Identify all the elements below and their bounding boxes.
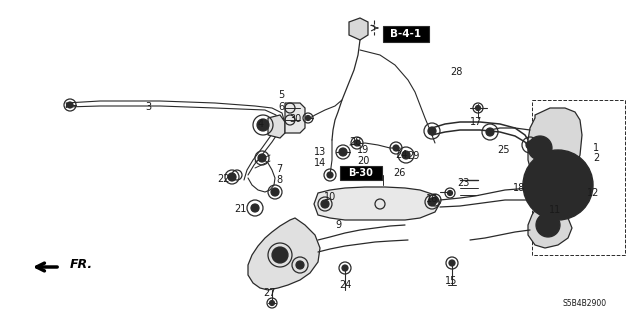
- Polygon shape: [268, 115, 285, 138]
- Circle shape: [447, 190, 452, 196]
- Text: B-4-1: B-4-1: [390, 29, 422, 39]
- Circle shape: [271, 188, 279, 196]
- Text: S5B4B2900: S5B4B2900: [563, 300, 607, 308]
- Circle shape: [432, 197, 438, 203]
- Circle shape: [476, 106, 481, 110]
- Circle shape: [428, 127, 436, 135]
- Circle shape: [305, 115, 310, 121]
- Circle shape: [257, 119, 269, 131]
- Circle shape: [548, 175, 568, 195]
- Circle shape: [272, 247, 288, 263]
- Circle shape: [354, 140, 360, 146]
- Text: 29: 29: [407, 151, 419, 161]
- Text: 24: 24: [339, 280, 351, 290]
- Text: 27: 27: [264, 288, 276, 298]
- Circle shape: [296, 261, 304, 269]
- Text: 13: 13: [314, 147, 326, 157]
- Circle shape: [540, 217, 556, 233]
- Text: 6: 6: [278, 102, 284, 112]
- Text: 23: 23: [457, 178, 469, 188]
- Circle shape: [258, 154, 266, 162]
- Text: 14: 14: [314, 158, 326, 168]
- Circle shape: [228, 173, 236, 181]
- Circle shape: [449, 260, 455, 266]
- Circle shape: [526, 141, 534, 149]
- Circle shape: [339, 148, 347, 156]
- Circle shape: [523, 150, 593, 220]
- Circle shape: [251, 204, 259, 212]
- Text: 5: 5: [278, 90, 284, 100]
- Text: 3: 3: [145, 102, 151, 112]
- Polygon shape: [248, 218, 320, 290]
- Bar: [340, 166, 382, 180]
- Text: 19: 19: [357, 145, 369, 155]
- Text: 1: 1: [593, 143, 599, 153]
- Text: 25: 25: [498, 145, 510, 155]
- Text: B-30: B-30: [349, 168, 373, 178]
- Text: FR.: FR.: [70, 258, 93, 271]
- Text: 17: 17: [470, 117, 482, 127]
- Circle shape: [402, 151, 410, 159]
- Polygon shape: [285, 103, 305, 133]
- Text: 7: 7: [276, 164, 282, 174]
- Circle shape: [67, 102, 73, 108]
- Text: 8: 8: [276, 175, 282, 185]
- Circle shape: [428, 198, 436, 206]
- Text: 4: 4: [258, 119, 264, 129]
- Text: 11: 11: [549, 205, 561, 215]
- Circle shape: [530, 157, 586, 213]
- Circle shape: [540, 167, 576, 203]
- Text: 2: 2: [593, 153, 599, 163]
- Polygon shape: [528, 108, 582, 248]
- Text: 18: 18: [513, 183, 525, 193]
- Polygon shape: [349, 18, 368, 40]
- Text: 21: 21: [234, 204, 246, 214]
- Circle shape: [486, 128, 494, 136]
- Circle shape: [276, 251, 284, 259]
- Polygon shape: [314, 187, 440, 220]
- Circle shape: [553, 180, 563, 190]
- Bar: [383, 26, 429, 42]
- Text: 24: 24: [395, 150, 407, 160]
- Text: 10: 10: [324, 192, 336, 202]
- Text: 30: 30: [289, 114, 301, 124]
- Text: 9: 9: [335, 220, 341, 230]
- Text: 26: 26: [393, 168, 405, 178]
- Circle shape: [269, 300, 275, 306]
- Circle shape: [536, 213, 560, 237]
- Circle shape: [327, 172, 333, 178]
- Circle shape: [321, 200, 329, 208]
- Circle shape: [544, 221, 552, 229]
- Circle shape: [342, 265, 348, 271]
- Text: 16: 16: [426, 194, 438, 204]
- Text: 20: 20: [357, 156, 369, 166]
- Circle shape: [393, 145, 399, 151]
- Circle shape: [536, 144, 544, 152]
- Text: 28: 28: [349, 137, 361, 147]
- Text: 28: 28: [450, 67, 462, 77]
- Circle shape: [532, 140, 548, 156]
- Text: 12: 12: [587, 188, 599, 198]
- Text: 22: 22: [218, 174, 230, 184]
- Circle shape: [528, 136, 552, 160]
- Text: 15: 15: [445, 276, 457, 286]
